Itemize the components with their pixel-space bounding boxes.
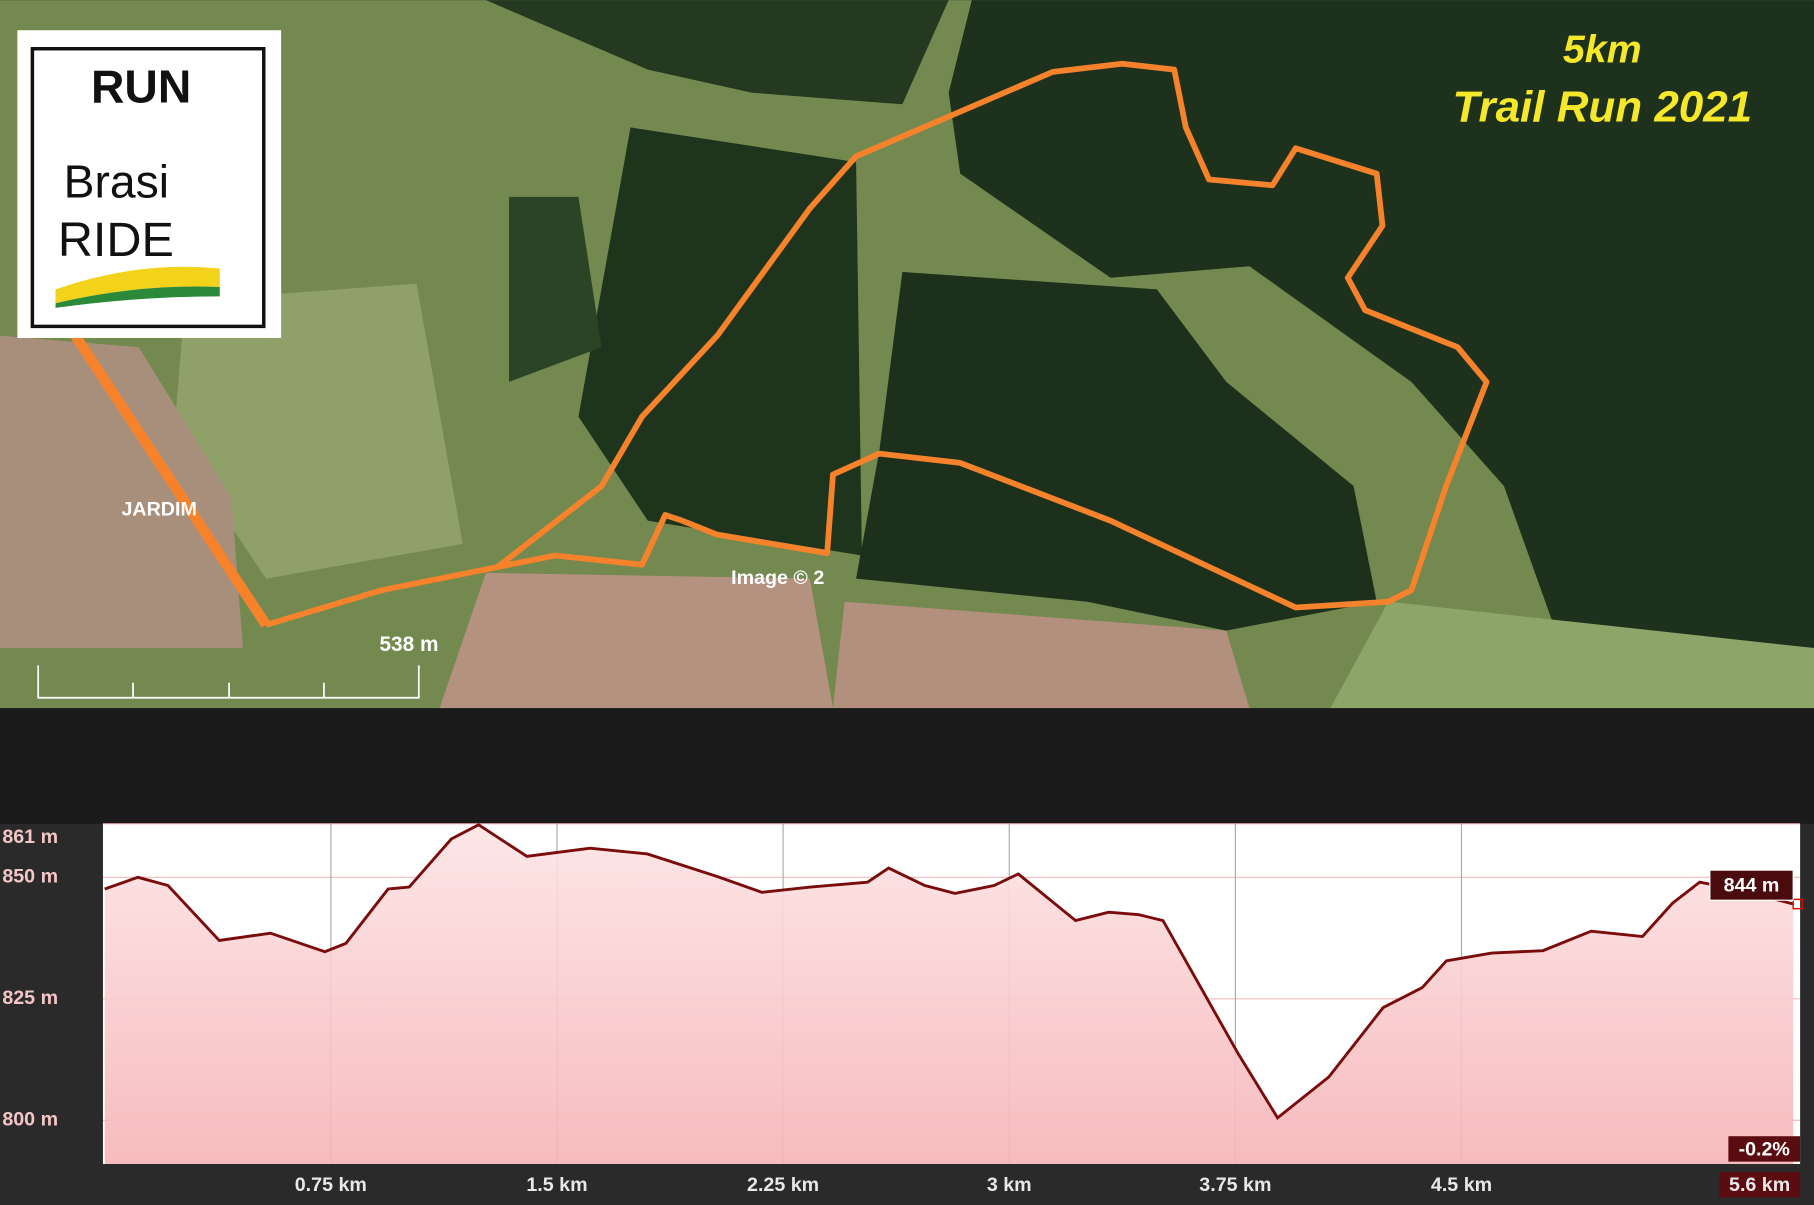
elevation-area [104,824,1794,1164]
field [1330,601,1814,709]
y-tick-label: 850 m [2,865,58,887]
forest [856,272,1377,631]
grade-label-box [1728,1136,1801,1162]
x-tick-label: 4.5 km [1431,1174,1492,1196]
map-subtitle: Trail Run 2021 [1452,83,1752,132]
y-tick-label: 825 m [2,987,58,1009]
copyright: Image © 2 [731,567,824,589]
map: RUN Brasi RIDE 5km Trail Run 2021 JARDIM… [0,0,1814,709]
x-tick-label: 5.6 km [1729,1174,1790,1196]
logo-text: RUN [91,61,191,113]
place-label: JARDIM [121,499,196,521]
logo-text: RIDE [58,213,174,267]
route [265,60,1490,628]
town [439,572,833,709]
logo-frame [30,47,266,329]
logo-text: Brasi [64,155,169,207]
x-tick-label: 3 km [987,1174,1032,1196]
marker-label: 844 m [1724,875,1780,897]
marker-label-box [1709,869,1794,901]
scale-label: 538 m [379,633,438,656]
elevation-profile: 800 m 825 m 850 m 861 m 0.75 km 1.5 km 2.25 km… [2,823,1804,1198]
x-tick-label: 1.5 km [526,1174,587,1196]
x-end-box [1719,1172,1801,1198]
position-marker [1792,898,1804,910]
x-tick-label: 3.75 km [1199,1174,1271,1196]
y-tick-label: 800 m [2,1108,58,1130]
forest [948,0,1814,695]
map-title: 5km [1563,28,1642,72]
town [832,601,1250,709]
grade-label: -0.2% [1739,1138,1790,1160]
toolbar [0,708,1814,824]
scale-bar [37,665,420,699]
forest [485,0,949,105]
y-tick-label: 861 m [2,826,58,848]
route [70,332,271,628]
logo-swoosh [55,286,220,308]
elevation-line [104,823,1794,1120]
town [0,335,243,649]
logo-swoosh [55,266,220,304]
forest [509,196,602,382]
x-tick-label: 0.75 km [295,1174,367,1196]
x-tick-label: 2.25 km [747,1174,819,1196]
field [173,283,463,579]
